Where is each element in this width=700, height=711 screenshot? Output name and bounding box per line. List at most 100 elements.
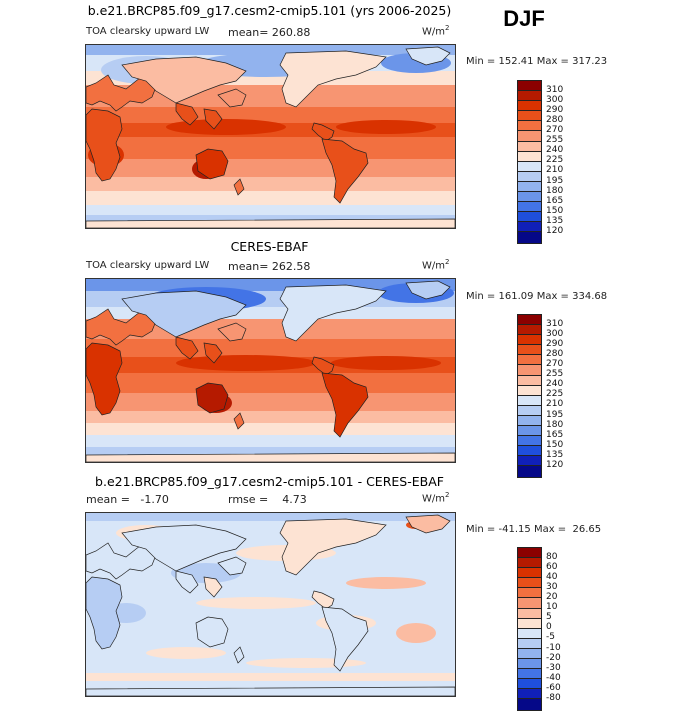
panel-3-colorbar-label: 5	[546, 612, 552, 623]
panel-1-colorbar-segment	[518, 232, 541, 243]
panel-1-colorbar-label: 255	[546, 135, 564, 146]
panel-2-colorbar-segment	[518, 436, 541, 447]
panel-3-colorbar-segment	[518, 608, 541, 619]
panel-1-colorbar-segment	[518, 222, 541, 233]
panel-2-colorbar-label: 240	[546, 379, 564, 390]
panel-1-colorbar-segment	[518, 101, 541, 112]
panel-2-max-value: 334.68	[572, 291, 608, 302]
panel-2-units-exp: 2	[445, 258, 450, 266]
panel-1-colorbar-segment	[518, 161, 541, 172]
panel-1-units-base: W/m	[422, 26, 445, 38]
panel-2-title: CERES-EBAF	[230, 239, 309, 254]
panel-3-min-label: Min =	[466, 524, 496, 535]
panel-3-colorbar-segment	[518, 669, 541, 680]
panel-1-colorbar-label: 195	[546, 175, 564, 186]
panel-2-colorbar-segment	[518, 456, 541, 467]
panel-1-mean-label: mean=	[228, 26, 269, 39]
panel-2-colorbar-label: 290	[546, 338, 564, 349]
panel-3-mean: mean = -1.70	[86, 493, 169, 506]
panel-2-mean: mean= 262.58	[228, 260, 310, 273]
panel-1-colorbar-segment	[518, 131, 541, 142]
panel-2-colorbar-segment	[518, 385, 541, 396]
panel-3-title: b.e21.BRCP85.f09_g17.cesm2-cmip5.101 - C…	[95, 474, 444, 489]
panel-1-mean: mean= 260.88	[228, 26, 310, 39]
panel-2-colorbar-segment	[518, 426, 541, 437]
panel-3-colorbar-label: -10	[546, 642, 561, 653]
panel-2-colorbar-segment	[518, 315, 541, 326]
panel-1-colorbar-label: 225	[546, 155, 564, 166]
panel-1-max-value: 317.23	[572, 56, 608, 67]
panel-2-units: W/m2	[422, 258, 449, 271]
panel-3-colorbar-label: -40	[546, 672, 561, 683]
panel-3-colorbar-segment	[518, 628, 541, 639]
panel-3-mean-label: mean =	[86, 493, 130, 506]
panel-3-colorbar	[517, 547, 542, 711]
panel-1-map-svg	[86, 45, 455, 228]
panel-2-min-label: Min =	[466, 291, 496, 302]
panel-1-colorbar-label: 300	[546, 94, 564, 105]
panel-3-rmse-label: rmse =	[228, 493, 269, 506]
panel-1-colorbar	[517, 80, 542, 244]
panel-3-colorbar-segment	[518, 598, 541, 609]
panel-2-colorbar-label: 150	[546, 439, 564, 450]
panel-3-colorbar-label: 80	[546, 551, 558, 562]
panel-1-min-label: Min =	[466, 56, 496, 67]
panel-2-colorbar-label: 210	[546, 399, 564, 410]
panel-2-colorbar-segment	[518, 395, 541, 406]
panel-2-colorbar-label: 195	[546, 409, 564, 420]
panel-2-colorbar-segment	[518, 466, 541, 477]
panel-1-colorbar-label: 310	[546, 84, 564, 95]
panel-3-rmse: rmse = 4.73	[228, 493, 307, 506]
panel-2-colorbar-label: 310	[546, 318, 564, 329]
panel-1-colorbar-label: 180	[546, 185, 564, 196]
panel-1-units-exp: 2	[445, 24, 450, 32]
panel-3-max-value: 26.65	[572, 524, 602, 535]
panel-1-variable: TOA clearsky upward LW	[86, 26, 210, 37]
panel-1-title: b.e21.BRCP85.f09_g17.cesm2-cmip5.101 (yr…	[87, 3, 452, 18]
panel-2-colorbar-segment	[518, 355, 541, 366]
panel-1-colorbar-label: 240	[546, 145, 564, 156]
panel-2-colorbar-segment	[518, 415, 541, 427]
panel-1-colorbar-segment	[518, 212, 541, 223]
panel-3-colorbar-label: 0	[546, 622, 552, 633]
panel-2-colorbar-segment	[518, 375, 541, 386]
panel-2-colorbar-segment	[518, 335, 541, 346]
panel-2-mean-value: 262.58	[271, 260, 311, 273]
panel-1-colorbar-segment	[518, 111, 541, 122]
panel-1-colorbar-label: 270	[546, 125, 564, 135]
panel-3-colorbar-segment	[518, 659, 541, 670]
season-label: DJF	[503, 6, 545, 31]
panel-2-mean-label: mean=	[228, 260, 269, 273]
panel-3-units: W/m2	[422, 491, 449, 504]
panel-2-colorbar-segment	[518, 325, 541, 336]
panel-3-colorbar-label: 60	[546, 561, 558, 572]
panel-3-colorbar-segment	[518, 648, 541, 660]
panel-1-min-value: 152.41	[498, 56, 534, 67]
panel-3-colorbar-segment	[518, 578, 541, 589]
panel-3-colorbar-segment	[518, 689, 541, 700]
panel-1-colorbar-label: 210	[546, 165, 564, 176]
panel-2-colorbar-label: 165	[546, 429, 564, 440]
panel-2-colorbar-label: 300	[546, 328, 564, 339]
panel-1-colorbar-segment	[518, 151, 541, 162]
panel-1-mean-value: 260.88	[271, 26, 311, 39]
panel-3-colorbar-segment	[518, 679, 541, 690]
panel-2-colorbar-label: 120	[546, 460, 564, 470]
panel-2-min-value: 161.09	[498, 291, 534, 302]
panel-1-colorbar-segment	[518, 81, 541, 92]
panel-2-map-svg	[86, 279, 455, 462]
panel-3-colorbar-segment	[518, 558, 541, 569]
panel-3-colorbar-label: 30	[546, 581, 558, 592]
panel-3-colorbar-segment	[518, 588, 541, 599]
panel-1-minmax: Min = 152.41 Max = 317.23	[466, 56, 607, 67]
panel-3-colorbar-segment	[518, 638, 541, 649]
panel-1-colorbar-segment	[518, 91, 541, 102]
panel-3-rmse-value: 4.73	[282, 493, 307, 506]
panel-2-variable: TOA clearsky upward LW	[86, 260, 210, 271]
panel-1-max-label: Max =	[536, 56, 569, 67]
panel-1-colorbar-segment	[518, 192, 541, 203]
panel-3-colorbar-label: -80	[546, 693, 561, 703]
panel-2-colorbar-label: 255	[546, 369, 564, 380]
panel-2-colorbar	[517, 314, 542, 478]
panel-1-colorbar-label: 120	[546, 226, 564, 236]
